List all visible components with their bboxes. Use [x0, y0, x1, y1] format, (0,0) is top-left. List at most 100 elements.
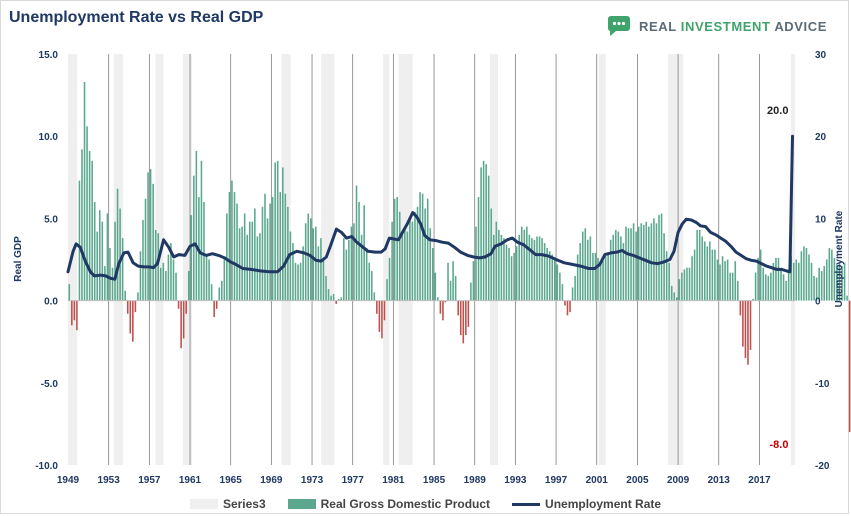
gdp-bar	[256, 236, 259, 301]
gdp-bar	[421, 193, 424, 301]
gdp-bar	[620, 236, 622, 301]
gdp-bar	[98, 210, 101, 301]
gdp-bar	[320, 238, 322, 301]
gdp-bar	[259, 233, 261, 301]
right-tick-label: -10	[815, 379, 830, 390]
gdp-bar	[215, 300, 218, 309]
gdp-bar	[157, 233, 160, 301]
gdp-bar	[294, 262, 297, 301]
gdp-bar	[218, 287, 221, 301]
right-tick-label: 20	[815, 132, 827, 143]
gdp-bar	[831, 249, 833, 301]
gdp-bar	[177, 300, 180, 309]
gdp-bar	[564, 300, 566, 306]
gdp-bar	[96, 231, 99, 301]
gdp-bar	[579, 243, 581, 301]
gdp-bar	[836, 264, 838, 301]
gdp-bar	[370, 271, 373, 301]
gdp-bar	[404, 229, 406, 301]
annotations: 20.0 -8.0	[767, 105, 788, 451]
gdp-bar	[599, 264, 602, 301]
gdp-bar	[391, 221, 393, 301]
gdp-bar	[526, 226, 528, 301]
unemployment-line-layer	[66, 134, 794, 281]
gdp-bar	[226, 213, 228, 301]
gdp-bar	[658, 215, 660, 301]
gdp-bar	[126, 300, 129, 314]
year-gridlines	[108, 54, 760, 465]
gdp-bar	[193, 175, 195, 301]
right-tick-label: 0	[815, 297, 821, 308]
gdp-bar	[78, 180, 81, 301]
gdp-bar	[604, 256, 607, 301]
gdp-bar	[612, 234, 615, 301]
x-tick-label: 1969	[260, 475, 283, 486]
left-tick-label: -10.0	[35, 461, 58, 472]
gdp-bar	[279, 192, 282, 301]
gdp-bar	[757, 257, 759, 301]
x-tick-label: 1993	[504, 475, 527, 486]
gdp-bar	[587, 239, 589, 301]
gdp-bar	[703, 241, 706, 301]
gdp-bar	[210, 284, 213, 301]
gdp-bar	[93, 201, 96, 301]
gdp-bar	[332, 294, 335, 301]
x-tick-label: 2009	[667, 475, 690, 486]
gdp-bar	[815, 277, 818, 301]
chart-title: Unemployment Rate vs Real GDP	[9, 9, 264, 26]
gdp-bar	[304, 223, 307, 301]
gdp-bar	[764, 274, 767, 301]
gdp-bar	[752, 298, 754, 301]
legend-item-gdp: Real Gross Domestic Product	[287, 497, 490, 511]
gdp-bar	[500, 234, 503, 301]
gdp-bar	[706, 246, 709, 301]
gdp-bar	[828, 247, 831, 301]
gdp-bar	[559, 272, 561, 301]
gdp-bar	[716, 259, 719, 301]
gdp-bar	[368, 262, 371, 301]
gdp-bar	[609, 239, 612, 301]
gdp-bar	[485, 164, 487, 301]
gdp-bar	[754, 272, 757, 301]
gdp-bar	[548, 251, 551, 301]
brand-word-3: ADVICE	[774, 18, 828, 34]
gdp-bar	[401, 231, 404, 301]
gdp-bar	[373, 292, 376, 301]
recession-band	[321, 54, 335, 465]
gdp-bar	[276, 160, 279, 301]
gdp-bar	[132, 300, 134, 342]
gdp-bar	[698, 229, 701, 301]
gdp-bar	[383, 300, 386, 321]
x-tick-label: 1957	[138, 475, 161, 486]
gdp-bar	[770, 272, 772, 301]
left-tick-label: 10.0	[39, 132, 59, 143]
x-tick-label: 1989	[464, 475, 487, 486]
gdp-bar	[673, 292, 676, 301]
gdp-bar	[129, 300, 132, 334]
recession-band	[790, 54, 795, 465]
gdp-bar	[264, 193, 266, 301]
recession-band	[667, 54, 684, 465]
gdp-bar	[297, 264, 299, 301]
gdp-bar	[243, 213, 246, 301]
brand-word-1: REAL	[639, 18, 677, 34]
gdp-bar	[670, 285, 673, 301]
gdp-bar	[134, 300, 137, 313]
gdp-bar	[536, 236, 538, 301]
gdp-bar	[292, 243, 294, 301]
gdp-bar	[101, 221, 104, 301]
x-tick-label: 1965	[220, 475, 243, 486]
gdp-bar	[569, 300, 571, 313]
gdp-bar	[327, 289, 330, 301]
gdp-bar	[165, 271, 167, 301]
gdp-bar	[749, 300, 752, 350]
gdp-bar	[688, 267, 691, 301]
gdp-bar	[81, 149, 83, 301]
unemployment-line	[66, 134, 794, 281]
gdp-bar	[447, 262, 449, 301]
gdp-bar	[325, 275, 327, 301]
x-tick-label: 1985	[423, 475, 446, 486]
gdp-bar	[553, 257, 556, 301]
